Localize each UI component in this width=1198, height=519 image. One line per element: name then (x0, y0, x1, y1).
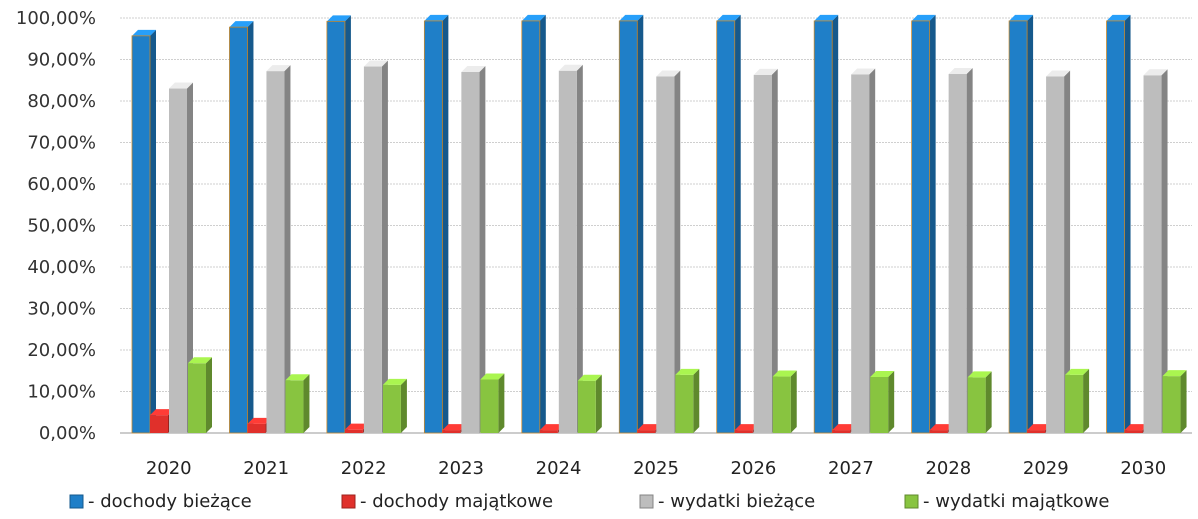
bar-4-2022 (382, 378, 407, 433)
bar-1-2028 (911, 14, 936, 434)
bar-1-2029 (1008, 14, 1034, 434)
y-axis-ticks: 0,00% 10,00% 20,00% 30,00% 40,00% 50,00% 60,00… (16, 8, 96, 444)
y-tick-label: 10,00% (27, 382, 96, 403)
y-tick-label: 0,00% (39, 423, 96, 444)
y-tick-label: 60,00% (27, 174, 96, 195)
legend-label: - wydatki majątkowe (923, 491, 1110, 512)
bar-3-2026 (753, 68, 778, 433)
bar-1-2024 (521, 14, 546, 434)
bar-1-2026 (716, 14, 741, 434)
x-tick-label: 2021 (243, 458, 289, 479)
legend-swatch (904, 494, 919, 509)
bar-3-2021 (266, 65, 291, 434)
x-tick-label: 2030 (1120, 458, 1166, 479)
y-tick-label: 70,00% (27, 133, 96, 154)
x-tick-label: 2025 (633, 458, 679, 479)
legend-swatch (69, 494, 84, 509)
x-tick-label: 2027 (828, 458, 874, 479)
bar-4-2023 (480, 373, 505, 433)
bars (131, 14, 1187, 434)
legend-item-4: - wydatki majątkowe (904, 491, 1110, 512)
legend-swatch (341, 494, 356, 509)
legend-label: - wydatki bieżące (658, 491, 815, 512)
bar-1-2021 (229, 21, 254, 434)
bar-3-2025 (656, 70, 681, 433)
bar-1-2027 (813, 14, 839, 434)
bar-3-2023 (461, 65, 486, 433)
legend-swatch (639, 494, 654, 509)
bar-3-2024 (558, 64, 583, 433)
bar-4-2029 (1065, 368, 1090, 433)
bar-3-2027 (851, 68, 876, 433)
legend-label: - dochody bieżące (88, 491, 252, 512)
x-axis-ticks: 2020 2021 2022 2023 2024 2025 2026 2027 2028 2029… (146, 458, 1166, 479)
y-tick-label: 80,00% (27, 91, 96, 112)
y-tick-label: 40,00% (27, 257, 96, 278)
bar-4-2026 (772, 370, 797, 433)
bar-1-2030 (1106, 14, 1131, 434)
y-tick-label: 30,00% (27, 299, 96, 320)
y-tick-label: 20,00% (27, 340, 96, 361)
legend-item-3: - wydatki bieżące (639, 491, 815, 512)
bar-4-2030 (1162, 370, 1187, 433)
bar-4-2027 (870, 370, 895, 433)
x-tick-label: 2029 (1023, 458, 1069, 479)
bar-1-2022 (326, 15, 351, 434)
bar-1-2023 (423, 14, 449, 434)
bar-3-2030 (1143, 69, 1168, 434)
bar-4-2020 (188, 357, 212, 433)
bar-4-2021 (285, 374, 310, 433)
bar-4-2024 (577, 374, 602, 433)
x-tick-label: 2028 (925, 458, 971, 479)
bar-1-2025 (618, 14, 644, 434)
gridlines (120, 17, 1192, 434)
bar-3-2020 (169, 82, 193, 434)
y-tick-label: 90,00% (27, 50, 96, 71)
x-tick-label: 2022 (341, 458, 387, 479)
bar-3-2028 (948, 68, 973, 434)
bar-1-2020 (131, 29, 156, 434)
y-tick-label: 50,00% (27, 216, 96, 237)
bar-4-2028 (967, 371, 992, 433)
x-tick-label: 2023 (438, 458, 484, 479)
legend-item-2: - dochody majątkowe (341, 491, 553, 512)
bar-3-2022 (363, 60, 388, 434)
y-tick-label: 100,00% (16, 8, 96, 29)
legend-label: - dochody majątkowe (360, 491, 553, 512)
bar-4-2025 (675, 368, 700, 433)
x-tick-label: 2020 (146, 458, 192, 479)
x-tick-label: 2026 (731, 458, 777, 479)
legend: - dochody bieżące - dochody majątkowe - wy… (69, 491, 1110, 512)
legend-item-1: - dochody bieżące (69, 491, 252, 512)
x-tick-label: 2024 (536, 458, 582, 479)
bar-3-2029 (1046, 70, 1071, 433)
